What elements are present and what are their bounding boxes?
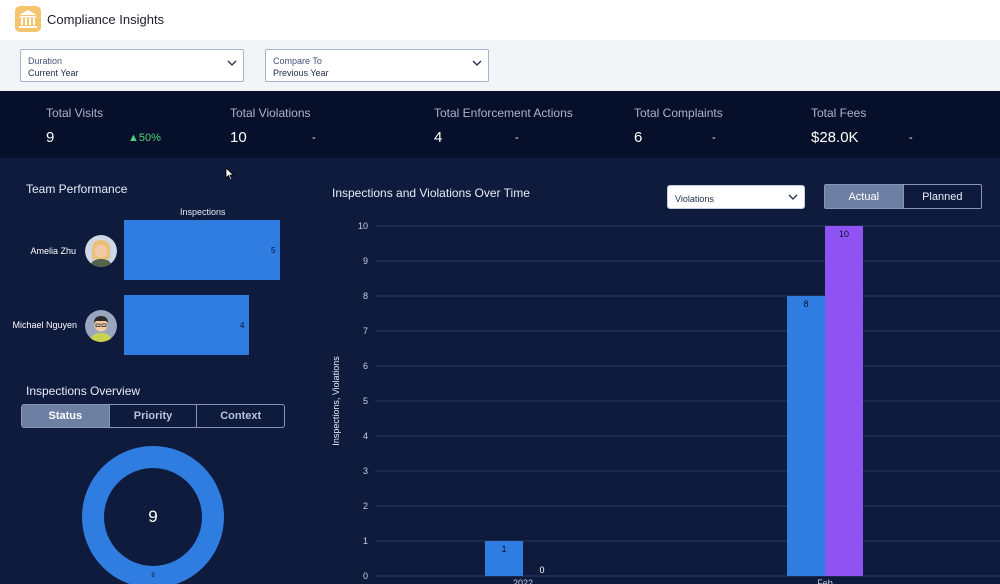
bar-data-label: 0 — [539, 565, 544, 575]
kpi-value: $28.0K — [811, 129, 859, 146]
chart-bar[interactable] — [485, 541, 523, 576]
team-member-name: Michael Nguyen — [12, 320, 77, 330]
chevron-down-icon — [788, 194, 798, 200]
kpi-change: - — [909, 132, 913, 144]
main-chart-title: Inspections and Violations Over Time — [332, 186, 530, 200]
metric-select[interactable]: Violations — [667, 185, 805, 209]
kpi-label: Total Visits — [46, 106, 104, 120]
team-performance-bar-value: 4 — [240, 321, 245, 330]
kpi-label: Total Enforcement Actions — [434, 106, 573, 120]
chart-bar[interactable] — [825, 226, 863, 576]
kpi-change: - — [712, 132, 716, 144]
donut-total: 9 — [148, 507, 158, 526]
toggle-planned[interactable]: Planned — [922, 190, 963, 203]
bar-data-label: 10 — [839, 229, 849, 239]
actual-planned-toggle: Actual Planned — [824, 184, 982, 209]
kpi-change: - — [312, 132, 316, 144]
bank-icon — [15, 6, 41, 32]
kpi-value: 6 — [634, 129, 643, 146]
team-performance-axis-label: Inspections — [180, 207, 226, 217]
chevron-down-icon — [227, 60, 237, 66]
kpi-label: Total Fees — [811, 106, 867, 120]
kpi-strip: Total Visits 9 ▲50% Total Violations 10 … — [0, 91, 1000, 158]
avatar — [85, 235, 117, 267]
toggle-actual[interactable]: Actual — [825, 185, 904, 208]
metric-select-value: Violations — [675, 194, 714, 204]
x-tick-label: Feb — [817, 578, 833, 584]
bar-data-label: 1 — [501, 544, 506, 554]
kpi-value: 9 — [46, 129, 55, 146]
avatar — [85, 310, 117, 342]
donut-segment-label: 9 — [151, 573, 155, 579]
y-tick-label: 0 — [363, 571, 368, 581]
team-performance-bar-value: 5 — [271, 246, 276, 255]
team-performance-title: Team Performance — [26, 182, 128, 196]
kpi-value: 10 — [230, 129, 247, 146]
status-donut-chart — [82, 446, 224, 584]
duration-filter-label: Duration — [28, 56, 63, 66]
y-tick-label: 2 — [363, 501, 368, 511]
tab-priority[interactable]: Priority — [110, 405, 198, 427]
y-tick-label: 5 — [363, 396, 368, 406]
compare-to-filter-label: Compare To — [273, 56, 322, 66]
app-title: Compliance Insights — [47, 12, 165, 27]
duration-filter[interactable]: Duration Current Year — [20, 49, 244, 82]
y-tick-label: 8 — [363, 291, 368, 301]
y-tick-label: 7 — [363, 326, 368, 336]
tab-context[interactable]: Context — [220, 410, 262, 422]
kpi-change: - — [515, 132, 519, 144]
filter-bar: Duration Current Year Compare To Previou… — [0, 40, 1000, 91]
team-member-name: Amelia Zhu — [30, 246, 76, 256]
donut-segment[interactable] — [82, 446, 224, 584]
y-tick-label: 10 — [358, 221, 368, 231]
compare-to-filter[interactable]: Compare To Previous Year — [265, 49, 489, 82]
y-tick-label: 4 — [363, 431, 368, 441]
chevron-down-icon — [472, 60, 482, 66]
app-header: Compliance Insights — [0, 0, 1000, 40]
overview-tab-group: Status Priority Context — [21, 404, 285, 428]
x-tick-label: 2022 — [513, 578, 533, 584]
kpi-label: Total Violations — [230, 106, 311, 120]
kpi-label: Total Complaints — [634, 106, 723, 120]
chart-bar[interactable] — [787, 296, 825, 576]
mouse-cursor-icon — [225, 167, 235, 181]
tab-status[interactable]: Status — [22, 405, 110, 427]
kpi-change: ▲50% — [128, 132, 161, 144]
bar-data-label: 8 — [803, 299, 808, 309]
y-tick-label: 9 — [363, 256, 368, 266]
kpi-value: 4 — [434, 129, 443, 146]
team-performance-bar — [124, 220, 280, 280]
y-tick-label: 3 — [363, 466, 368, 476]
team-performance-bar — [124, 295, 249, 355]
y-tick-label: 1 — [363, 536, 368, 546]
y-tick-label: 6 — [363, 361, 368, 371]
inspections-overview-title: Inspections Overview — [26, 384, 141, 398]
duration-filter-value: Current Year — [28, 68, 79, 78]
compare-to-filter-value: Previous Year — [273, 68, 329, 78]
y-axis-label: Inspections, Violations — [331, 356, 341, 446]
